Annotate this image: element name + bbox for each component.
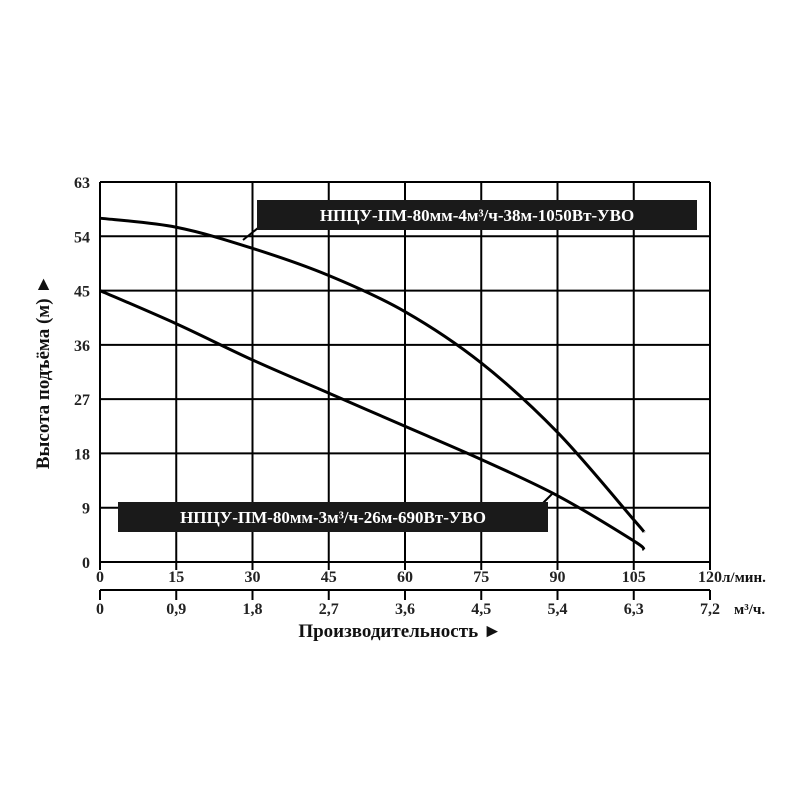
x-tick-label-lmin: 45 xyxy=(321,569,337,586)
x-tick-label-lmin: 0 xyxy=(96,569,104,586)
x-tick-label-m3h: 2,7 xyxy=(319,601,339,618)
x-tick-label-lmin: 60 xyxy=(397,569,413,586)
y-tick-label: 27 xyxy=(74,392,90,409)
x-tick-label-m3h: 1,8 xyxy=(243,601,263,618)
x-unit-m3h: м³/ч. xyxy=(734,602,765,618)
x-tick-label-lmin: 75 xyxy=(473,569,489,586)
y-tick-label: 54 xyxy=(74,229,90,246)
labels: 00150,9301,8452,7603,6754,5905,41056,312… xyxy=(74,175,766,618)
y-tick-label: 63 xyxy=(74,175,90,192)
x-axis-title: Производительность ► xyxy=(298,621,501,642)
series-label-box xyxy=(257,200,697,230)
x-tick-label-m3h: 3,6 xyxy=(395,601,415,618)
series-label-box xyxy=(118,502,548,532)
x-tick-label-lmin: 15 xyxy=(168,569,184,586)
x-tick-label-m3h: 0,9 xyxy=(166,601,186,618)
x-tick-label-lmin: 90 xyxy=(550,569,566,586)
grid xyxy=(99,181,711,600)
y-tick-label: 36 xyxy=(74,338,90,355)
y-tick-label: 18 xyxy=(74,446,90,463)
y-tick-label: 45 xyxy=(74,284,90,301)
x-tick-label-m3h: 4,5 xyxy=(471,601,491,618)
x-tick-label-lmin: 30 xyxy=(245,569,261,586)
x-tick-label-m3h: 5,4 xyxy=(548,601,568,618)
x-tick-label-m3h: 0 xyxy=(96,601,104,618)
series-curve-1 xyxy=(99,216,646,534)
y-tick-label: 0 xyxy=(82,555,90,572)
y-axis-title: Высота подъёма (м) ► xyxy=(33,275,54,469)
x-unit-lmin: л/мин. xyxy=(722,570,766,586)
x-tick-label-m3h: 6,3 xyxy=(624,601,644,618)
curves xyxy=(99,216,646,552)
x-tick-label-lmin: 120 xyxy=(698,569,722,586)
series-label-2: НПЦУ-ПМ-80мм-3м³/ч-26м-690Вт-УВО xyxy=(180,508,486,527)
series-curve-2 xyxy=(99,289,646,552)
y-tick-label: 9 xyxy=(82,501,90,518)
series-label-1: НПЦУ-ПМ-80мм-4м³/ч-38м-1050Вт-УВО xyxy=(320,206,634,225)
x-tick-label-m3h: 7,2 xyxy=(700,601,720,618)
x-tick-label-lmin: 105 xyxy=(622,569,646,586)
